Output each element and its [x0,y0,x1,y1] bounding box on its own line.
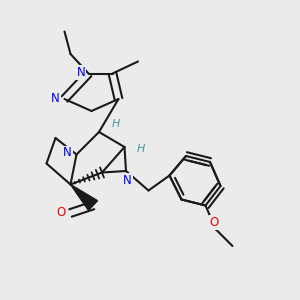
Text: O: O [210,216,219,230]
Text: N: N [51,92,60,105]
Text: O: O [56,206,65,220]
Text: H: H [111,119,120,130]
Text: H: H [137,143,145,154]
Text: N: N [76,66,85,80]
Text: N: N [123,173,132,187]
Polygon shape [70,184,98,210]
Text: N: N [63,146,72,160]
